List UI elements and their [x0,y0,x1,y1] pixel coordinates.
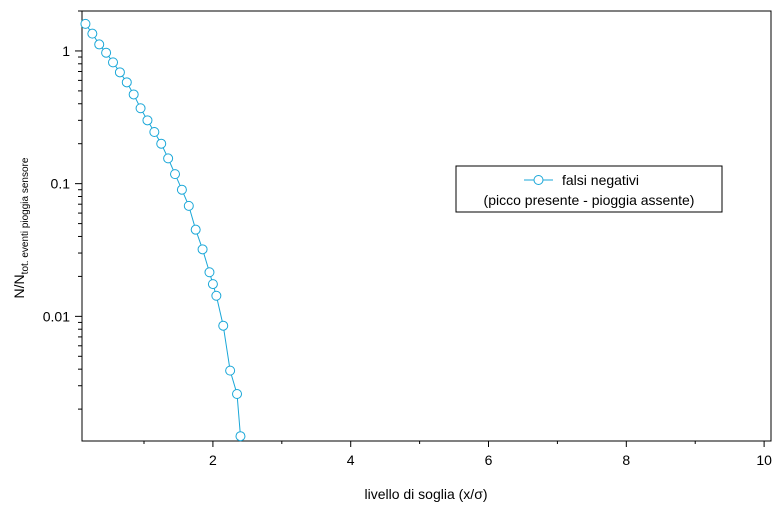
data-point [156,138,167,149]
data-point [114,67,125,78]
data-point [87,28,98,39]
data-point [128,89,139,100]
y-axis-label-subscript: tot. eventi pioggia sensore [20,157,31,274]
data-point [135,103,146,114]
data-point [190,224,201,235]
legend-entry-2: (picco presente - pioggia assente) [484,192,695,208]
y-tick-label: 1 [62,43,70,59]
y-tick-label: 0.1 [51,176,71,192]
legend: falsi negativi (picco presente - pioggia… [455,165,723,213]
data-point [204,267,215,278]
data-point [176,184,187,195]
data-point [94,39,105,50]
x-tick-label: 8 [622,452,630,468]
data-point [218,320,229,331]
data-point [80,18,91,29]
legend-entry-1: falsi negativi [562,172,639,188]
data-point [207,279,218,290]
x-axis-label: livello di soglia (x/σ) [364,486,487,502]
data-point [211,290,222,301]
data-point [235,431,246,442]
data-point [142,115,153,126]
x-tick-label: 4 [347,452,355,468]
y-axis-label: N/Ntot. eventi pioggia sensore [11,157,31,298]
data-point [101,47,112,58]
data-point [149,127,160,138]
x-tick-label: 2 [209,452,217,468]
data-point [163,153,174,164]
data-point [197,244,208,255]
y-tick-label: 0.01 [43,308,70,324]
data-point [121,77,132,88]
legend-box [455,165,723,213]
series-line [85,23,241,437]
y-axis: 1 0.1 0.01 [43,10,82,410]
data-point [108,57,119,68]
x-tick-label: 10 [756,452,772,468]
x-axis: 2 4 6 8 10 [143,441,772,468]
data-point [225,365,236,376]
plot-area [81,10,772,442]
legend-marker-sample [533,175,544,185]
data-point [170,169,181,180]
data-point [232,388,243,399]
y-axis-label-main: N/N [11,274,27,298]
x-tick-label: 6 [485,452,493,468]
series-layer [80,18,246,442]
data-point [183,200,194,211]
